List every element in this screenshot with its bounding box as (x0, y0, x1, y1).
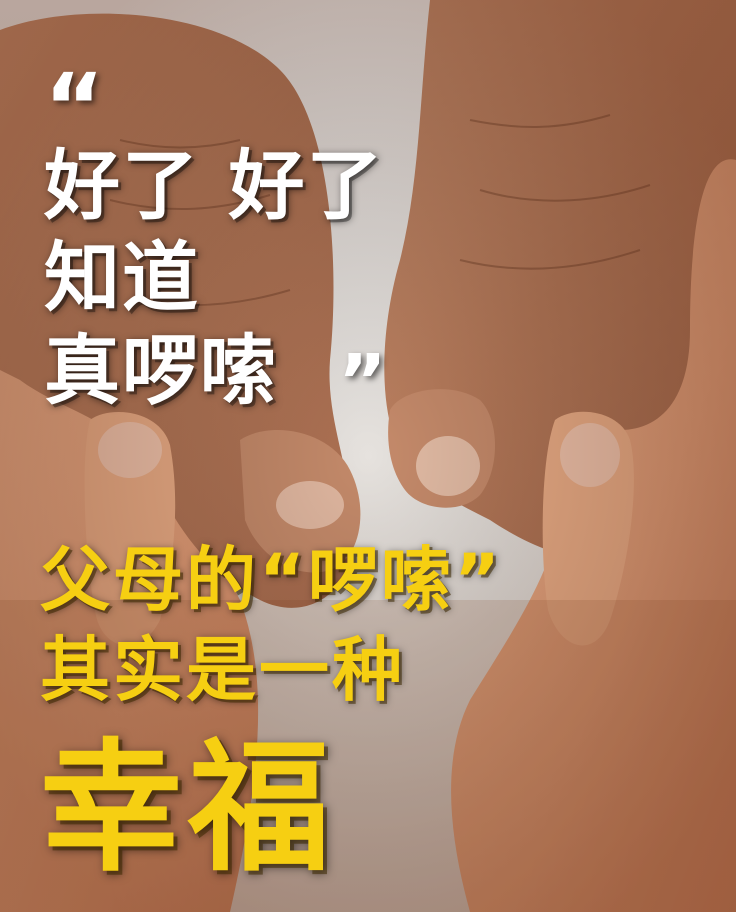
close-quote-mark: ” (338, 339, 387, 425)
message-line-2: 其实是一种 (40, 629, 405, 711)
happiness-word: 幸福 (40, 726, 336, 891)
message-line-1: 父母的“啰嗦” (40, 539, 504, 621)
headline-line-2: 知道 (44, 233, 200, 322)
headline-line-3: 真啰嗦 (44, 326, 278, 415)
headline-line-1: 好了 好了 (44, 141, 385, 230)
open-quote-mark: “ (44, 54, 105, 161)
